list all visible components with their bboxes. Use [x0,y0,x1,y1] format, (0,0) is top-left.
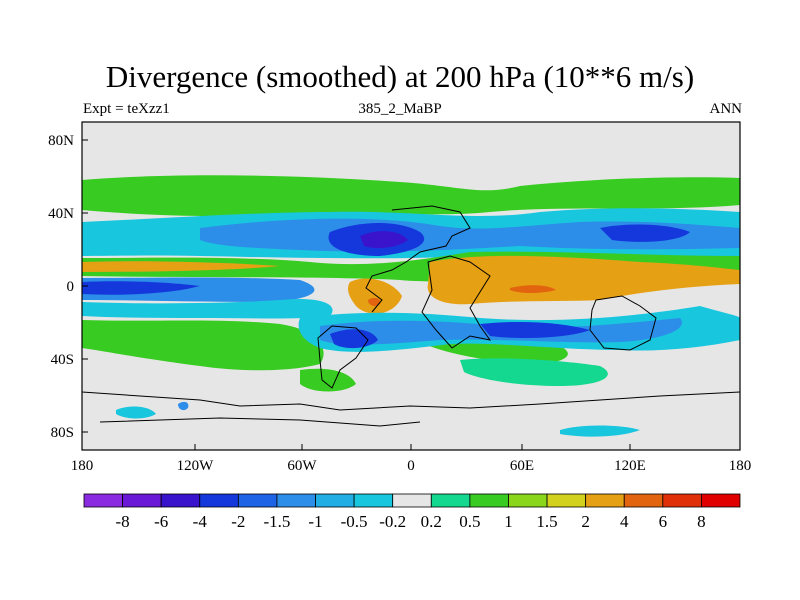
colorbar-box [160,493,201,508]
colorbar-label: -1.5 [263,512,291,531]
colorbar-label: 0.5 [459,512,481,531]
field-region-africa-orange [427,255,740,305]
colorbar-box [508,493,548,508]
field-region-n-neg-max [360,231,408,248]
colorbar-label: 1 [504,512,513,531]
colorbar [83,493,741,508]
field-region-africa-red [510,285,556,293]
field-region-equ-orange [82,261,280,272]
xlabel-120e: 120E [614,458,646,474]
colorbar-box [430,493,471,508]
run-id-label: 385_2_MaBP [358,101,442,117]
xlabel-180-right: 180 [728,458,752,474]
field-region-so-neg-3 [178,401,189,411]
coastlines [81,205,741,427]
coastline-africa [421,255,492,349]
xlabel-60e: 60E [509,458,535,474]
field-region-equ-neg-light [82,298,333,319]
xlabel-180-left: 180 [70,458,94,474]
xlabel-120w: 120W [176,458,214,474]
colorbar-label: -6 [154,512,169,531]
field-region-so-neg [116,406,156,419]
field-region-so-neg-2 [560,425,640,437]
colorbar-label: -1 [308,512,323,531]
colorbar-label: -8 [115,512,130,531]
colorbar-box [83,493,123,508]
ylabel-80n: 80N [48,133,74,149]
colorbar-box [199,493,239,508]
coastline-australia [589,295,657,351]
colorbar-label: -2 [231,512,246,531]
field-region-so-pos [300,368,356,392]
colorbar-label: -0.2 [379,512,407,531]
colorbar-label: 0.2 [420,512,442,531]
colorbar-label: -0.5 [340,512,368,531]
colorbar-label: -4 [192,512,207,531]
colorbar-label: 2 [581,512,590,531]
field-region-n-neg-strong-2 [600,224,690,242]
coastline-antarctica-inner [99,417,421,427]
colorbar-label: 1.5 [536,512,558,531]
plot-title: Divergence (smoothed) at 200 hPa (10**6 … [105,59,695,94]
colorbar-box [122,493,162,508]
ylabel-0: 0 [66,279,75,295]
colorbar-box [585,493,625,508]
field-region-s-pos [82,320,324,371]
colorbar-box [315,493,355,508]
field-region-s-neg-strong-2 [480,322,590,338]
field-region-n-pos [82,175,740,217]
coastline-antarctica [81,391,741,411]
field-region-so-pos-2 [460,358,608,386]
coastline-south-america [317,325,369,389]
ylabel-80s: 80S [50,425,74,441]
colorbar-label: 4 [619,512,629,531]
colorbar-box [546,493,587,508]
season-label: ANN [709,101,743,117]
field-region-sa-red [368,297,381,307]
colorbar-label: 8 [697,512,706,531]
colorbar-box [353,493,394,508]
ylabel-40n: 40N [48,206,74,222]
divergence-field [82,122,740,450]
field-region-sa-orange [348,278,402,314]
experiment-label: Expt = teXzz1 [83,101,170,117]
colorbar-box [662,493,702,508]
colorbar-box [276,493,316,508]
xlabel-60w: 60W [287,458,317,474]
axis-ticks [82,139,631,450]
colorbar-box [701,493,741,508]
xlabel-0: 0 [407,458,415,474]
colorbar-box [623,493,664,508]
field-region-equ-neg-strong [82,281,200,295]
coastline-eurasia [365,205,471,313]
colorbar-label: 6 [658,512,668,531]
ylabel-40s: 40S [50,352,74,368]
colorbar-box [392,493,432,508]
colorbar-box [469,493,509,508]
colorbar-box [237,493,278,508]
